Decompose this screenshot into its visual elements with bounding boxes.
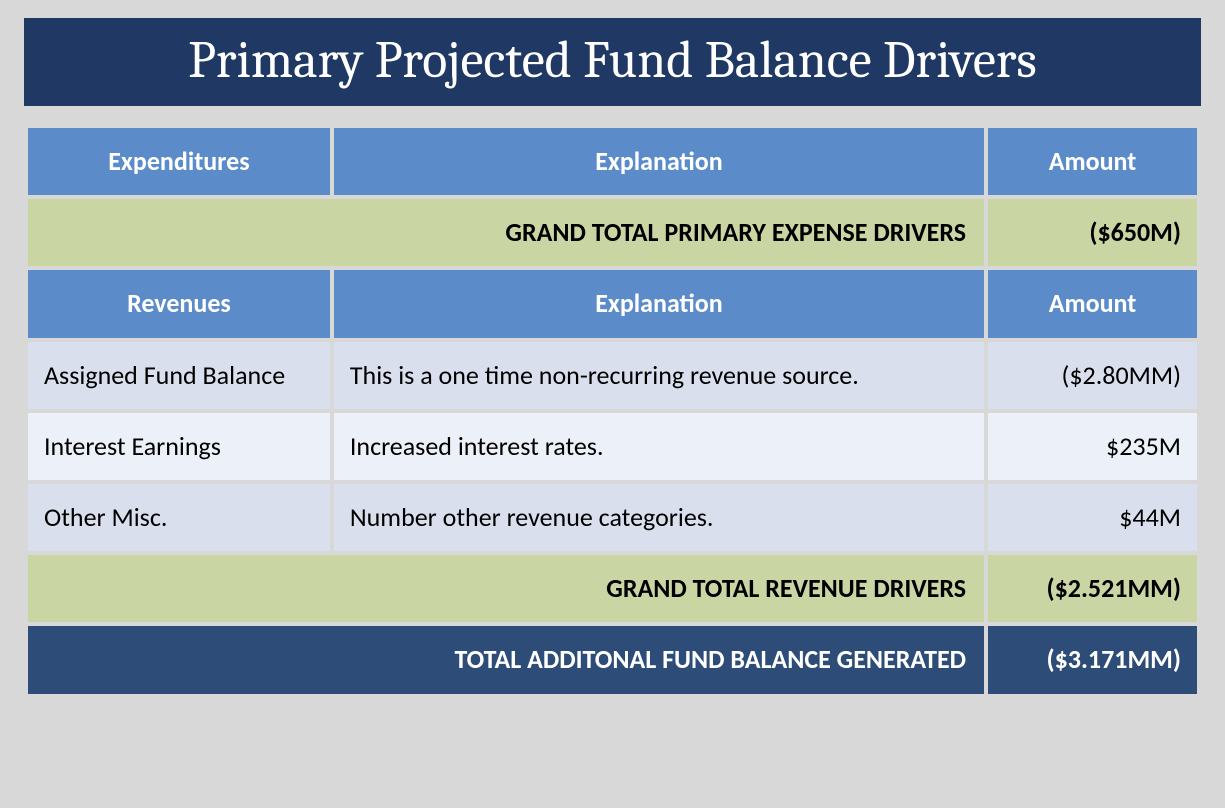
revenue-row-0: Assigned Fund Balance This is a one time… bbox=[28, 342, 1197, 409]
revenues-header-row: Revenues Explanation Amount bbox=[28, 270, 1197, 337]
revenue-explanation: This is a one time non-recurring revenue… bbox=[334, 342, 984, 409]
revenue-amount: ($2.80MM) bbox=[988, 342, 1197, 409]
revenue-amount: $235M bbox=[988, 413, 1197, 480]
grand-total-amount: ($3.171MM) bbox=[988, 626, 1197, 693]
header-explanation-1: Explanation bbox=[334, 128, 984, 195]
revenue-amount: $44M bbox=[988, 484, 1197, 551]
revenue-total-row: GRAND TOTAL REVENUE DRIVERS ($2.521MM) bbox=[28, 555, 1197, 622]
header-explanation-2: Explanation bbox=[334, 270, 984, 337]
revenue-name: Interest Earnings bbox=[28, 413, 330, 480]
revenue-name: Other Misc. bbox=[28, 484, 330, 551]
header-amount-2: Amount bbox=[988, 270, 1197, 337]
revenue-name: Assigned Fund Balance bbox=[28, 342, 330, 409]
revenue-total-amount: ($2.521MM) bbox=[988, 555, 1197, 622]
revenue-row-1: Interest Earnings Increased interest rat… bbox=[28, 413, 1197, 480]
revenue-explanation: Number other revenue categories. bbox=[334, 484, 984, 551]
fund-balance-table: Expenditures Explanation Amount GRAND TO… bbox=[24, 124, 1201, 698]
expenditures-header-row: Expenditures Explanation Amount bbox=[28, 128, 1197, 195]
page-container: Primary Projected Fund Balance Drivers E… bbox=[0, 0, 1225, 808]
grand-total-label: TOTAL ADDITONAL FUND BALANCE GENERATED bbox=[28, 626, 984, 693]
expense-total-amount: ($650M) bbox=[988, 199, 1197, 266]
header-revenues: Revenues bbox=[28, 270, 330, 337]
page-title: Primary Projected Fund Balance Drivers bbox=[24, 18, 1201, 106]
expense-total-label: GRAND TOTAL PRIMARY EXPENSE DRIVERS bbox=[28, 199, 984, 266]
revenue-explanation: Increased interest rates. bbox=[334, 413, 984, 480]
expense-total-row: GRAND TOTAL PRIMARY EXPENSE DRIVERS ($65… bbox=[28, 199, 1197, 266]
grand-total-row: TOTAL ADDITONAL FUND BALANCE GENERATED (… bbox=[28, 626, 1197, 693]
header-amount-1: Amount bbox=[988, 128, 1197, 195]
revenue-row-2: Other Misc. Number other revenue categor… bbox=[28, 484, 1197, 551]
header-expenditures: Expenditures bbox=[28, 128, 330, 195]
revenue-total-label: GRAND TOTAL REVENUE DRIVERS bbox=[28, 555, 984, 622]
